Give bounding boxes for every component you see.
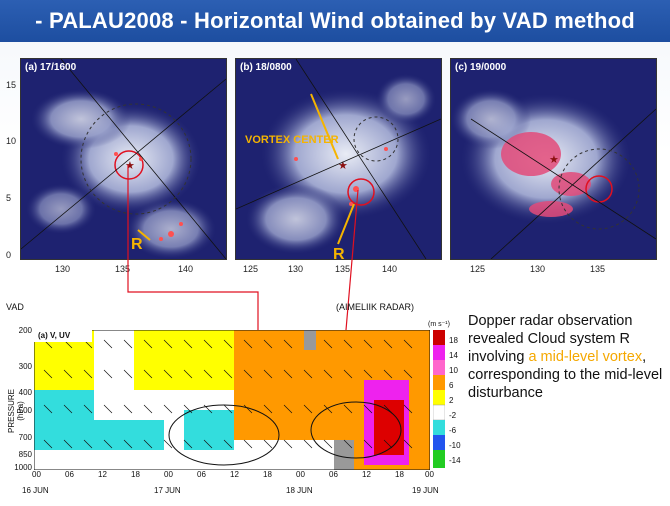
time-section-panel-label: (a) V, UV: [38, 331, 71, 340]
hour-tick: 06: [329, 470, 338, 479]
day-label: 18 JUN: [286, 486, 313, 495]
colorbar-tick: 14: [449, 351, 458, 360]
lon-tick: 130: [530, 264, 546, 274]
day-label: 16 JUN: [22, 486, 49, 495]
satellite-panel-b: ★ (b) 18/0800: [235, 58, 442, 260]
lat-tick: 5: [6, 193, 12, 203]
hour-tick: 00: [425, 470, 434, 479]
description-part1: Dopper radar observation revealed Cloud …: [468, 313, 633, 365]
satellite-panel-c: ★ (c) 19/0000: [450, 58, 657, 260]
lon-tick: 135: [115, 264, 131, 274]
day-label: 17 JUN: [154, 486, 181, 495]
hour-tick: 18: [395, 470, 404, 479]
lon-tick: 130: [288, 264, 304, 274]
hour-tick: 06: [197, 470, 206, 479]
r-label-a: R: [131, 236, 143, 253]
radar-label: (AIMELIIK RADAR): [336, 302, 415, 312]
svg-text:★: ★: [125, 160, 135, 172]
hour-tick: 18: [131, 470, 140, 479]
lon-tick: 125: [470, 264, 486, 274]
lon-tick: 135: [590, 264, 606, 274]
vad-time-section: VAD (AIMELIIK RADAR) PRESSURE (hPa) 200 …: [0, 300, 461, 506]
lat-tick: 0: [6, 250, 12, 260]
hour-tick: 12: [98, 470, 107, 479]
satellite-panels: 15 10 5 0 ★: [0, 48, 670, 288]
vad-label: VAD: [6, 302, 24, 312]
satellite-image-a: ★: [21, 59, 226, 259]
colorbar-tick: -6: [449, 426, 457, 435]
lat-tick: 15: [6, 80, 17, 90]
satellite-image-b: ★: [236, 59, 441, 259]
colorbar-tick: 2: [449, 396, 454, 405]
description-highlight: a mid-level vortex: [528, 349, 643, 365]
slide-title: - PALAU2008 - Horizontal Wind obtained b…: [0, 0, 670, 42]
colorbar-tick: -14: [449, 456, 461, 465]
pressure-tick: 300: [18, 362, 32, 371]
wind-field-plot: [34, 330, 430, 470]
svg-text:★: ★: [549, 154, 559, 166]
colorbar-tick: 10: [449, 366, 458, 375]
hour-tick: 12: [362, 470, 371, 479]
colorbar-tick: -2: [449, 411, 457, 420]
satellite-image-c: ★: [451, 59, 656, 259]
svg-text:★: ★: [338, 160, 348, 172]
lon-tick: 140: [178, 264, 194, 274]
colorbar-tick: 6: [449, 381, 454, 390]
lon-tick: 125: [243, 264, 259, 274]
colorbar-tick: 18: [449, 336, 458, 345]
pressure-tick: 1000: [14, 463, 32, 472]
hour-tick: 00: [296, 470, 305, 479]
r-label-b: R: [333, 246, 345, 263]
pressure-tick: 200: [18, 326, 32, 335]
pressure-tick: 700: [18, 433, 32, 442]
pressure-tick: 850: [18, 450, 32, 459]
description-part2: , corresponding to the mid-level disturb…: [468, 349, 663, 401]
lat-tick: 10: [6, 136, 17, 146]
pressure-tick: 500: [18, 406, 32, 415]
colorbar-unit: (m s⁻¹): [428, 321, 450, 328]
panel-b-label: (b) 18/0800: [240, 62, 292, 73]
lon-tick: 140: [382, 264, 398, 274]
day-label: 19 JUN: [412, 486, 439, 495]
description-text: Dopper radar observation revealed Cloud …: [468, 312, 668, 402]
colorbar-tick: -10: [449, 441, 461, 450]
panel-c-label: (c) 19/0000: [455, 62, 507, 73]
vortex-center-label: VORTEX CENTER: [245, 134, 339, 146]
hour-tick: 00: [32, 470, 41, 479]
lon-tick: 135: [335, 264, 351, 274]
satellite-panel-a: ★ (a) 17/1600: [20, 58, 227, 260]
panel-a-label: (a) 17/1600: [25, 62, 77, 73]
hour-tick: 12: [230, 470, 239, 479]
lon-tick: 130: [55, 264, 71, 274]
hour-tick: 18: [263, 470, 272, 479]
colorbar: [433, 330, 445, 468]
hour-tick: 00: [164, 470, 173, 479]
pressure-tick: 400: [18, 388, 32, 397]
hour-tick: 06: [65, 470, 74, 479]
